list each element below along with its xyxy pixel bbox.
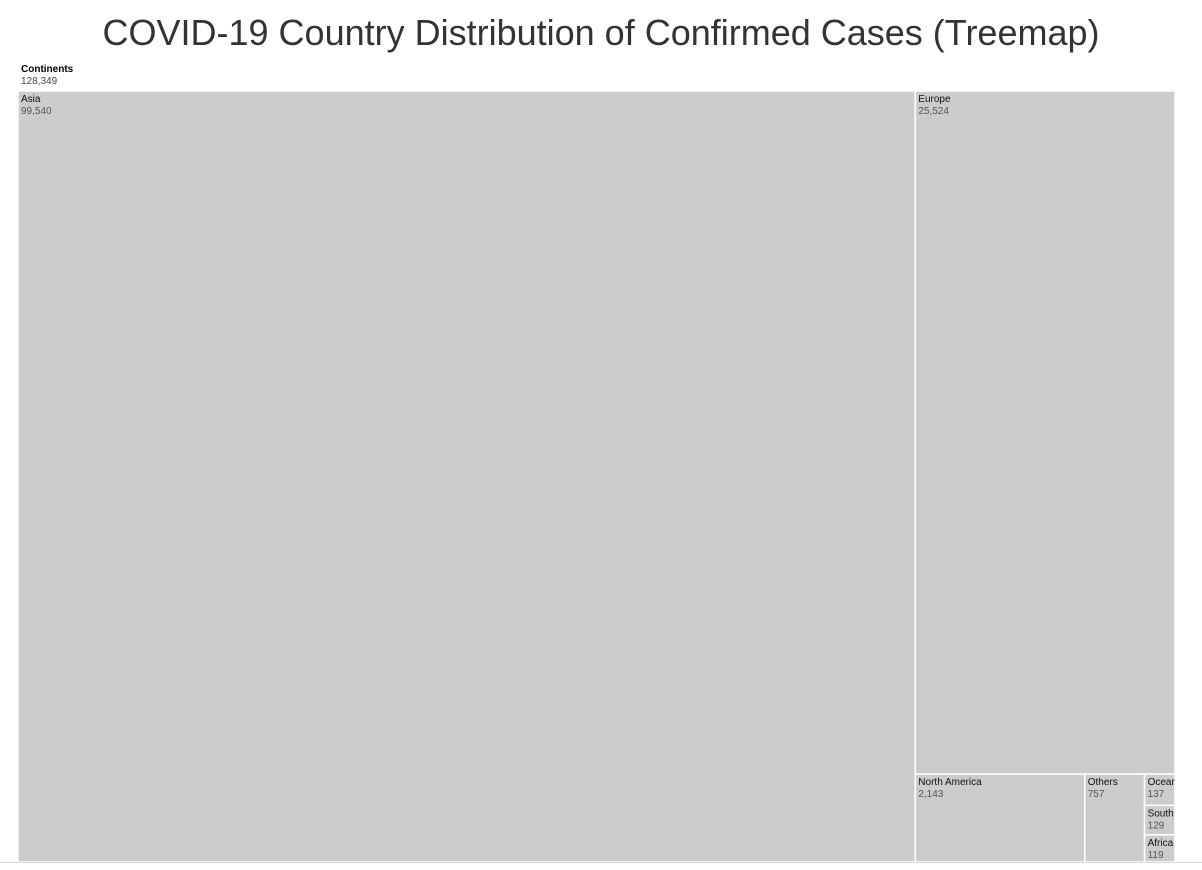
bottom-divider — [0, 862, 1202, 863]
tile-value: 137 — [1148, 789, 1165, 800]
tile-value: 119 — [1148, 850, 1164, 861]
tile-label: North America — [918, 777, 982, 788]
tile-value: 99,540 — [21, 106, 52, 117]
tile-label: Europe — [918, 94, 951, 105]
tile-value: 2,143 — [918, 789, 943, 800]
tile-label: Africa — [1148, 838, 1174, 849]
treemap-root-label: Continents — [21, 64, 74, 75]
chart-title: COVID-19 Country Distribution of Confirm… — [102, 12, 1100, 53]
tile-value: 25,524 — [918, 106, 949, 117]
tile-label: Oceania — [1148, 777, 1186, 788]
tile-rect[interactable] — [914, 90, 1176, 775]
tile-value: 129 — [1148, 820, 1165, 831]
tile-label: Asia — [21, 94, 41, 105]
tile-rect[interactable] — [1083, 773, 1146, 863]
tile-rect[interactable] — [1143, 834, 1176, 863]
tile-label: South America — [1148, 808, 1202, 819]
tile-south-america[interactable]: South America129 — [1143, 804, 1202, 836]
tile-rect[interactable] — [17, 90, 917, 863]
tile-value: 757 — [1088, 789, 1105, 800]
tile-label: Others — [1088, 777, 1118, 788]
tile-rect[interactable] — [1143, 804, 1176, 836]
treemap-root-header[interactable]: Continents 128,349 — [21, 64, 73, 88]
treemap-root-value: 128,349 — [21, 76, 58, 87]
tile-rect[interactable] — [914, 773, 1086, 863]
